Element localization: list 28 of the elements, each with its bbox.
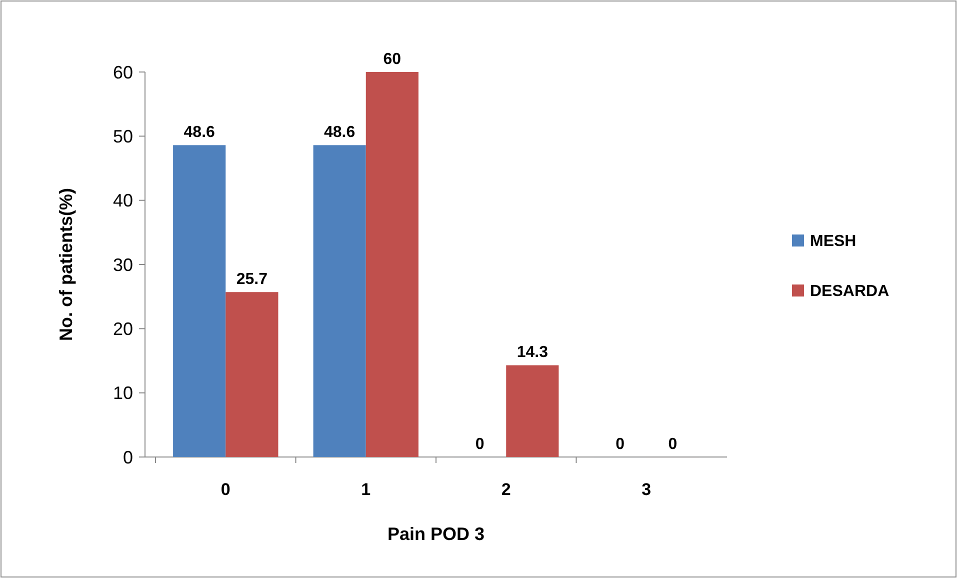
bar <box>173 145 226 457</box>
y-tick-label: 40 <box>112 190 133 211</box>
y-axis-title: No. of patients(%) <box>56 188 76 341</box>
bar <box>226 292 278 457</box>
bar <box>506 365 559 457</box>
bar <box>313 145 366 457</box>
y-tick-label: 30 <box>112 254 133 275</box>
x-tick-label: 2 <box>501 480 511 499</box>
data-label: 48.6 <box>324 124 356 142</box>
data-label: 0 <box>616 436 625 453</box>
y-tick-label: 60 <box>112 62 133 82</box>
y-tick-label: 0 <box>122 447 133 468</box>
y-tick-label: 20 <box>112 318 133 339</box>
y-tick-label: 50 <box>112 126 133 146</box>
x-tick-label: 3 <box>642 480 652 499</box>
y-tick-label: 10 <box>112 383 133 404</box>
data-label: 48.6 <box>184 124 216 142</box>
x-tick-label: 1 <box>361 480 371 499</box>
x-tick-label: 0 <box>220 480 230 499</box>
data-label: 25.7 <box>236 271 268 288</box>
data-label: 0 <box>475 436 484 453</box>
data-label: 0 <box>668 436 678 453</box>
legend-label: DESARDA <box>810 283 890 300</box>
bar <box>366 72 418 457</box>
data-label: 14.3 <box>516 344 548 362</box>
x-axis-title: Pain POD 3 <box>387 524 485 544</box>
legend-label: MESH <box>810 233 856 250</box>
data-label: 60 <box>383 51 402 68</box>
